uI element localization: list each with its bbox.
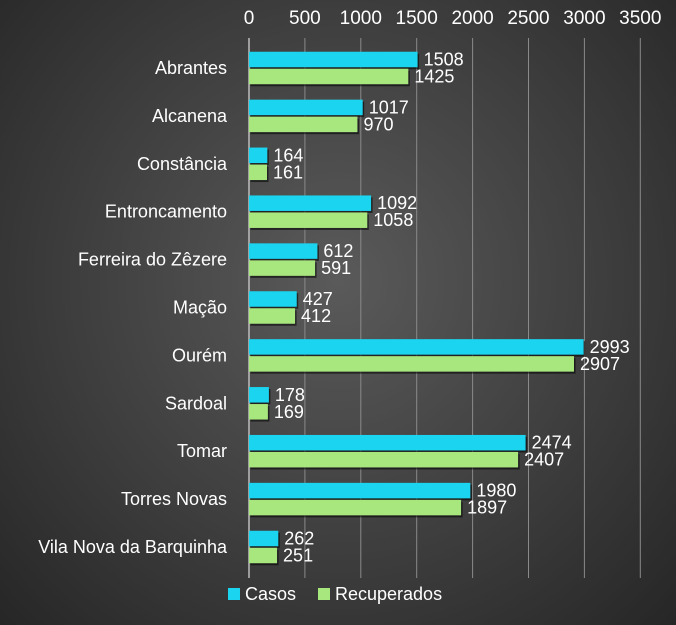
category-label: Tomar [177,441,227,461]
bar-casos [249,195,372,211]
legend: Casos Recuperados [228,584,442,604]
bars [249,51,586,566]
x-tick-label: 0 [244,8,255,29]
bar-recuperados [249,308,296,324]
data-label: 1058 [373,210,413,230]
data-label: 161 [273,162,303,182]
bar-recuperados [249,451,519,468]
legend-swatch [228,588,240,600]
bar-casos [249,482,471,499]
bar-recuperados [249,499,462,516]
category-label: Abrantes [155,58,227,78]
legend-label: Casos [245,584,296,604]
data-label: 2907 [580,354,620,374]
bar-casos [249,434,526,451]
data-label: 1508 [424,50,464,70]
x-tick-label: 500 [289,8,321,29]
data-label: 1425 [414,67,454,87]
x-tick-label: 3000 [563,8,605,29]
legend-label: Recuperados [335,584,442,604]
category-label: Entroncamento [105,202,227,222]
category-labels: Abrantes Alcanena Constância Entroncamento F… [38,58,228,557]
category-label: Ourém [172,345,227,365]
bar-casos [249,147,268,164]
x-tick-label: 2500 [507,8,549,29]
bar-casos [249,99,363,116]
data-label: 427 [303,289,333,309]
bar-recuperados [249,404,268,420]
bar-casos [249,530,279,547]
bar-recuperados [249,260,316,276]
x-tick-label: 2000 [451,8,493,29]
x-tick-label: 3500 [619,8,661,29]
data-label: 164 [273,145,303,165]
bar-casos [249,51,418,68]
category-label: Torres Novas [121,489,227,509]
data-label: 2474 [532,433,572,453]
category-label: Vila Nova da Barquinha [38,537,228,557]
bar-recuperados [249,356,575,372]
data-label: 1017 [369,97,409,117]
data-label: 178 [275,385,305,405]
bar-recuperados [249,164,267,181]
bar-casos [249,339,584,355]
data-label: 1092 [377,193,417,213]
category-label: Alcanena [152,106,228,126]
data-label: 2407 [524,450,564,470]
data-label: 1897 [467,498,507,518]
bar-recuperados [249,116,358,133]
bar-casos [249,291,297,307]
data-label: 2993 [590,337,630,357]
x-tick-label: 1500 [396,8,438,29]
bar-recuperados [249,547,278,564]
x-axis-ticks: 0 500 1000 1500 2000 2500 3000 3500 [244,8,662,29]
data-label: 412 [301,306,331,326]
category-label: Ferreira do Zêzere [78,250,227,270]
x-tick-label: 1000 [340,8,382,29]
category-label: Sardoal [165,393,227,413]
data-label: 612 [323,241,353,261]
data-label: 591 [321,258,351,278]
data-label: 1980 [476,481,516,501]
bar-recuperados [249,68,409,85]
bar-recuperados [249,212,368,228]
legend-swatch [318,588,330,600]
bar-casos [249,243,318,259]
category-label: Mação [173,298,227,318]
data-label: 169 [274,402,304,422]
category-label: Constância [137,154,228,174]
bar-casos [249,387,269,403]
data-label: 251 [283,546,313,566]
data-label: 970 [363,114,393,134]
data-label: 262 [284,529,314,549]
